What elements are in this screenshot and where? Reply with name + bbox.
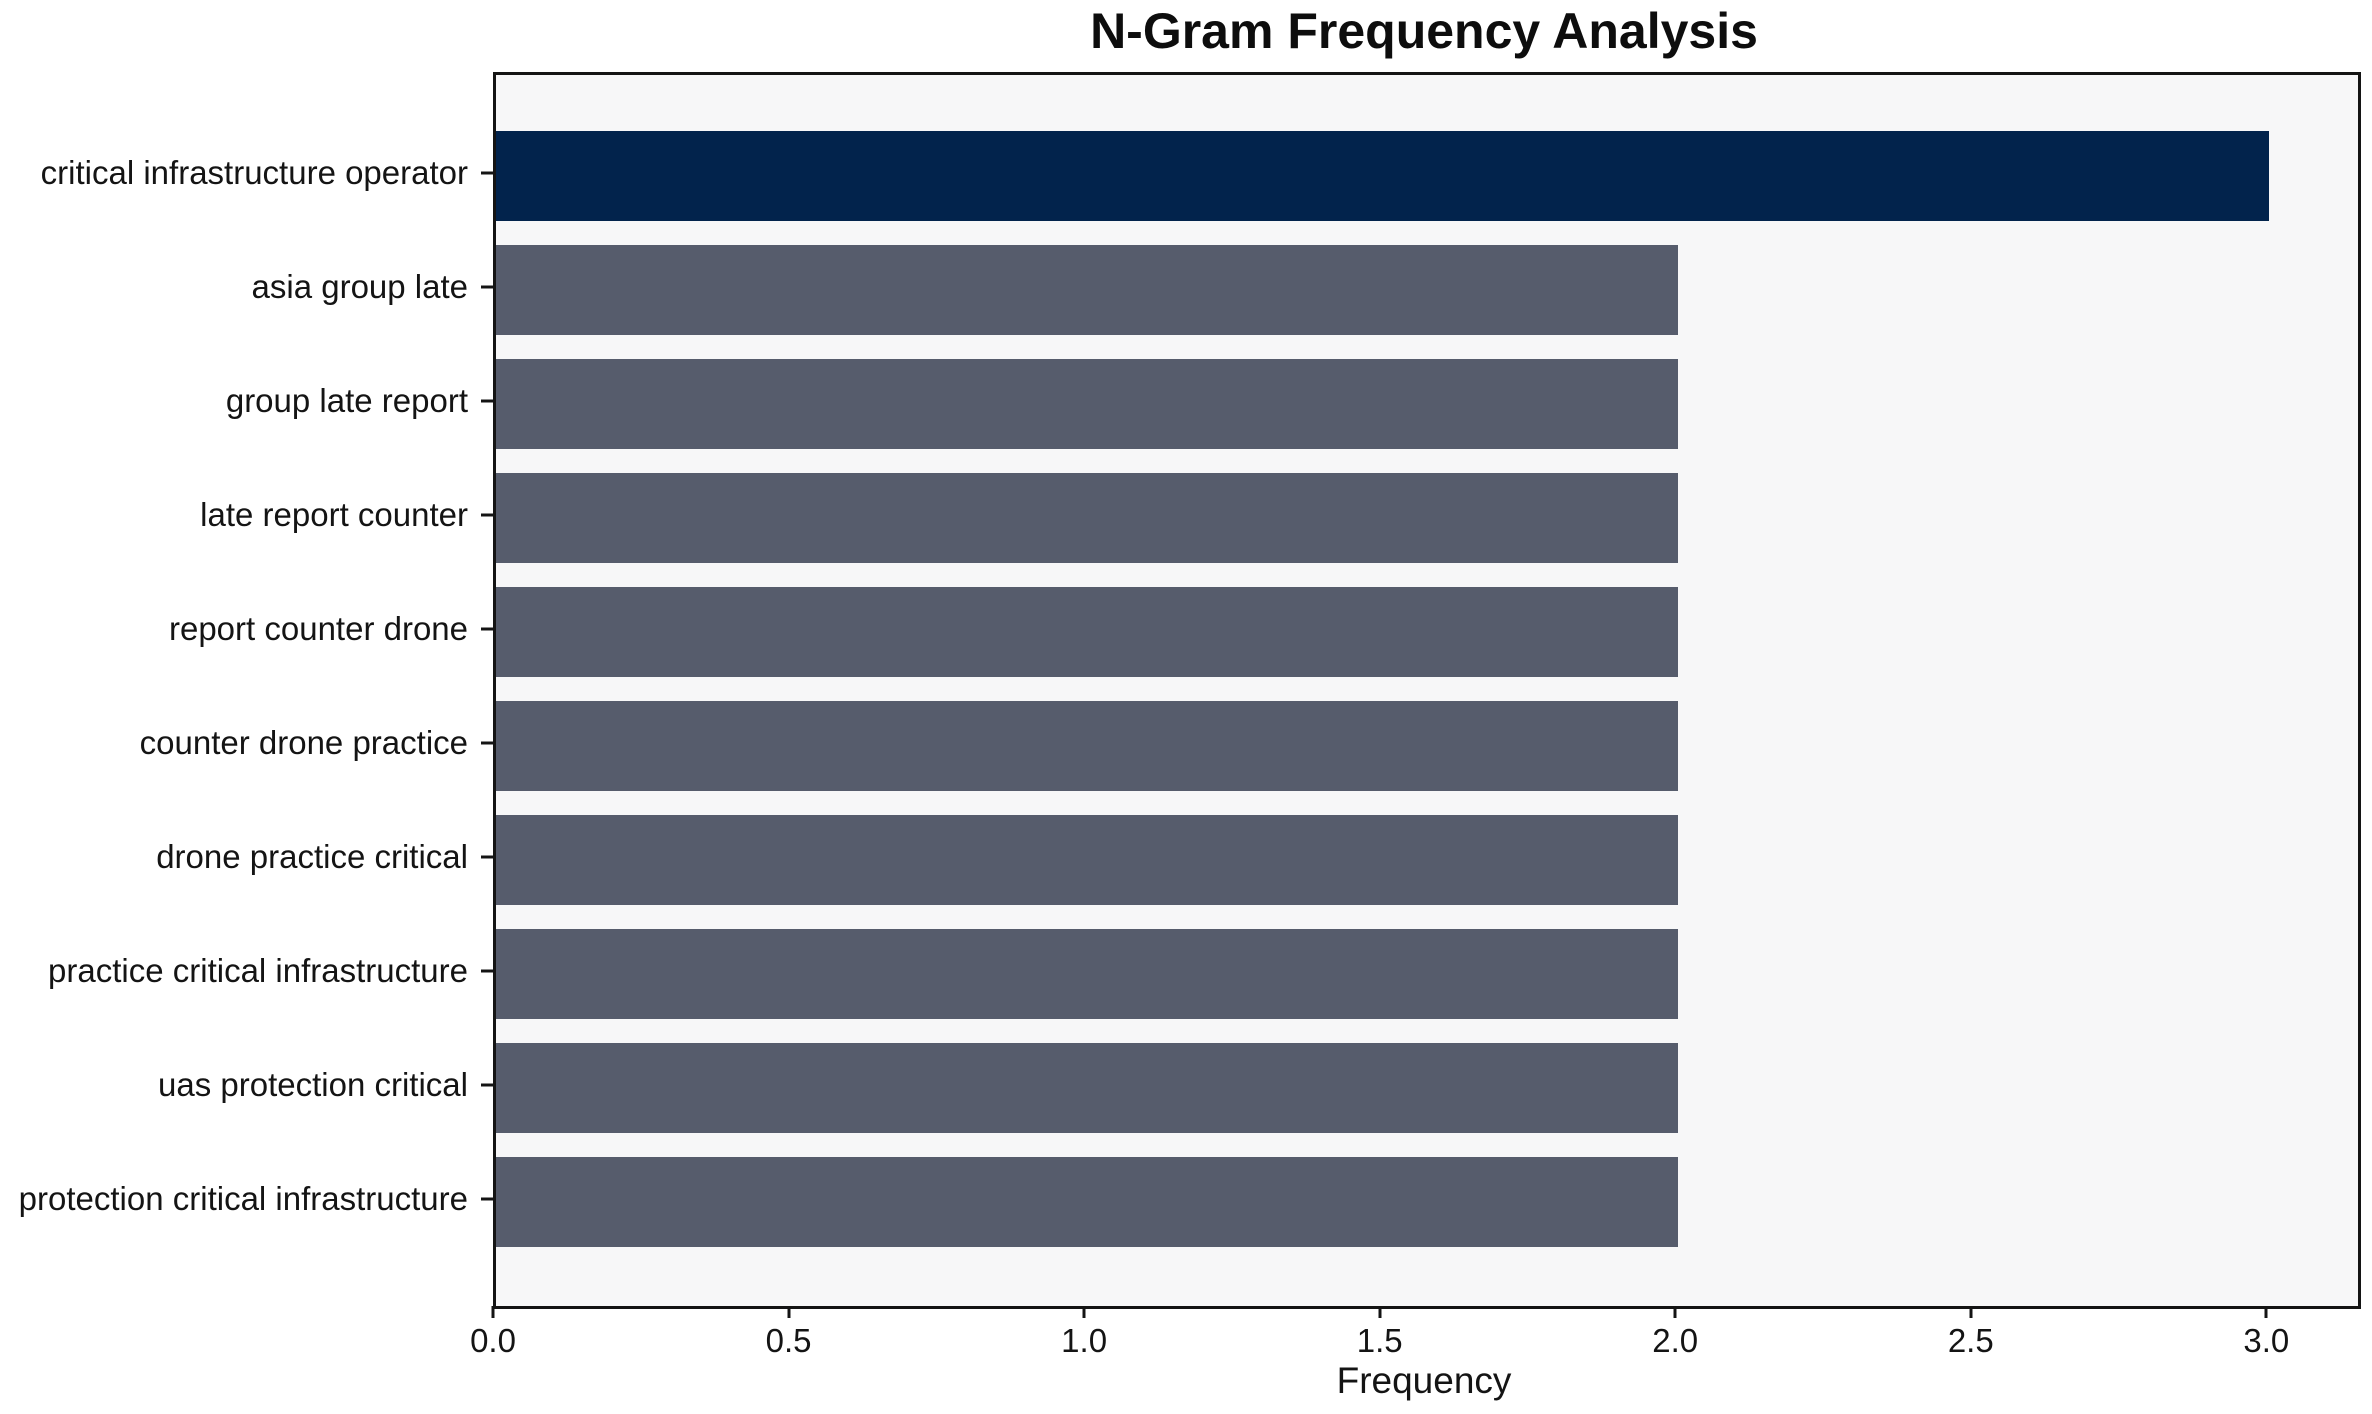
- y-tick-label-2: group late report: [225, 382, 468, 419]
- y-tick-label-3: late report counter: [200, 496, 468, 533]
- x-tick-mark-3: [1378, 1306, 1382, 1318]
- bar-4: [496, 587, 1679, 677]
- y-tick-mark-6: [481, 855, 493, 859]
- x-tick-mark-6: [2264, 1306, 2268, 1318]
- y-tick-mark-3: [481, 513, 493, 517]
- x-tick-mark-0: [491, 1306, 495, 1318]
- chart-title: N-Gram Frequency Analysis: [1090, 3, 1758, 59]
- x-tick-label-2: 1.0: [1061, 1322, 1108, 1359]
- x-tick-mark-5: [1969, 1306, 1973, 1318]
- y-tick-mark-0: [481, 171, 493, 175]
- y-tick-label-7: practice critical infrastructure: [48, 952, 468, 989]
- y-tick-label-1: asia group late: [251, 268, 468, 305]
- y-tick-mark-8: [481, 1083, 493, 1087]
- y-tick-label-8: uas protection critical: [158, 1066, 468, 1103]
- x-tick-mark-4: [1673, 1306, 1677, 1318]
- bar-8: [496, 1043, 1679, 1133]
- x-tick-label-1: 0.5: [765, 1322, 812, 1359]
- x-tick-label-0: 0.0: [470, 1322, 516, 1359]
- bar-5: [496, 701, 1679, 791]
- y-tick-label-0: critical infrastructure operator: [40, 154, 468, 191]
- plot-area: [493, 72, 2361, 1309]
- y-tick-mark-7: [481, 969, 493, 973]
- y-tick-mark-2: [481, 399, 493, 403]
- bar-2: [496, 359, 1679, 449]
- x-tick-mark-2: [1082, 1306, 1086, 1318]
- y-tick-label-5: counter drone practice: [139, 724, 468, 761]
- x-tick-label-5: 2.5: [1947, 1322, 1994, 1359]
- y-tick-mark-4: [481, 627, 493, 631]
- y-tick-mark-1: [481, 285, 493, 289]
- bar-9: [496, 1157, 1679, 1247]
- bar-0: [496, 131, 2270, 221]
- bar-6: [496, 815, 1679, 905]
- x-axis-label: Frequency: [1336, 1360, 1512, 1401]
- bar-7: [496, 929, 1679, 1019]
- x-tick-label-6: 3.0: [2243, 1322, 2290, 1359]
- x-tick-label-3: 1.5: [1356, 1322, 1403, 1359]
- y-tick-mark-5: [481, 741, 493, 745]
- y-tick-label-6: drone practice critical: [156, 838, 468, 875]
- bar-1: [496, 245, 1679, 335]
- x-tick-mark-1: [787, 1306, 791, 1318]
- y-tick-label-4: report counter drone: [168, 610, 468, 647]
- y-tick-mark-9: [481, 1197, 493, 1201]
- bar-3: [496, 473, 1679, 563]
- x-tick-label-4: 2.0: [1652, 1322, 1699, 1359]
- y-tick-label-9: protection critical infrastructure: [18, 1180, 468, 1217]
